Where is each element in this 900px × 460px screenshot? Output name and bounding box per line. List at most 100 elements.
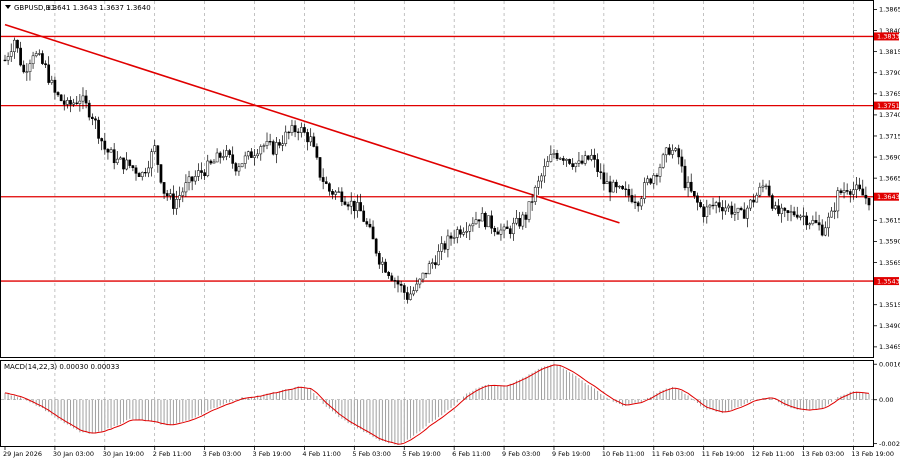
macd-tick-label: 0.00 (879, 396, 893, 404)
candle-body (452, 237, 456, 239)
candle-body (721, 207, 724, 212)
candle-body (561, 158, 565, 161)
candle-body (817, 222, 821, 226)
candle-body (125, 159, 128, 170)
candle-body (599, 171, 603, 173)
candle-body (75, 102, 79, 104)
candle-body (618, 185, 621, 188)
support-resistance-levels[interactable] (1, 35, 873, 282)
candle-body (689, 181, 693, 192)
candle-body (758, 186, 762, 196)
candle-body (649, 178, 653, 184)
price-axis[interactable]: 1.38651.38401.38151.37901.37651.37401.37… (873, 6, 900, 351)
candle-body (50, 79, 54, 83)
candle-body (365, 221, 369, 225)
level-badge (874, 32, 899, 41)
candle-body (493, 227, 497, 233)
candle-body (512, 222, 515, 235)
time-axis[interactable]: 29 Jan 2026 30 Jan 03:00 30 Jan 19:00 2 Feb… (3, 446, 894, 458)
candle-body (680, 156, 684, 167)
candle-body (412, 290, 415, 295)
time-tick-label: 13 Feb 03:00 (801, 450, 844, 458)
candle-body (119, 157, 122, 160)
candle-body (443, 243, 447, 250)
macd-signal-line (4, 364, 870, 445)
candle-body (789, 211, 793, 213)
candle-body (636, 202, 640, 207)
candle-body (705, 206, 709, 218)
candle-body (334, 191, 337, 195)
candle-body (852, 189, 855, 195)
candle-body (165, 193, 169, 197)
candle-body (200, 170, 203, 173)
candle-body (368, 223, 372, 228)
candle-body (499, 229, 503, 235)
price-candles (3, 37, 871, 304)
candle-body (240, 163, 244, 168)
macd-axis: 0.00165 0.00 -0.00204 (873, 361, 900, 448)
candle-body (814, 220, 818, 223)
level-badge (874, 192, 899, 201)
candle-body (755, 194, 759, 203)
price-tick-label: 1.3465 (879, 343, 900, 351)
candle-body (106, 148, 110, 153)
candle-body (56, 92, 60, 96)
candle-body (792, 211, 796, 216)
level-badge-label: 1.3643 (877, 193, 900, 201)
candle-body (275, 142, 278, 155)
candle-body (296, 131, 300, 133)
candle-body (284, 131, 288, 144)
time-tick-label: 30 Jan 19:00 (103, 450, 144, 458)
candle-body (172, 193, 175, 209)
time-tick-label: 2 Feb 11:00 (153, 450, 192, 458)
candle-body (633, 201, 637, 204)
candle-body (546, 161, 550, 167)
candle-body (686, 181, 690, 189)
candle-body (153, 145, 157, 152)
time-tick-label: 10 Feb 11:00 (602, 450, 645, 458)
level-badge-label: 1.3543 (877, 277, 900, 285)
candle-body (340, 191, 344, 203)
candle-body (527, 201, 531, 220)
candle-body (215, 152, 219, 163)
macd-panel-frame (0, 360, 874, 447)
candle-body (162, 182, 166, 194)
candle-body (290, 125, 294, 133)
candle-body (321, 177, 325, 182)
candle-body (315, 146, 319, 158)
candle-body (465, 231, 468, 233)
level-badge-label: 1.3833 (877, 33, 900, 41)
candle-body (724, 207, 727, 212)
candle-body (733, 212, 737, 215)
candle-body (409, 293, 412, 300)
time-tick-label: 12 Feb 11:00 (752, 450, 795, 458)
descending-trendline[interactable] (4, 23, 620, 224)
candle-body (708, 204, 712, 208)
candle-body (78, 100, 82, 104)
candle-body (187, 176, 191, 183)
candle-body (281, 143, 284, 146)
candle-body (611, 181, 615, 193)
candle-body (234, 163, 238, 172)
candle-body (9, 51, 13, 57)
candle-body (487, 215, 490, 228)
candle-body (692, 190, 696, 197)
candle-body (571, 163, 575, 168)
candle-body (558, 158, 562, 160)
price-panel-frame (0, 0, 874, 358)
candle-body (112, 149, 116, 164)
candle-body (19, 47, 22, 66)
candle-body (624, 188, 628, 190)
candle-body (742, 209, 746, 219)
candle-body (203, 172, 206, 177)
candle-body (434, 262, 437, 266)
candle-body (730, 205, 734, 215)
candle-body (783, 207, 787, 211)
candle-body (25, 71, 29, 73)
candle-body (268, 141, 272, 143)
candle-body (505, 226, 509, 229)
price-tick-label: 1.3490 (879, 322, 900, 330)
time-tick-label: 11 Feb 19:00 (702, 450, 745, 458)
price-tick-label: 1.3515 (879, 301, 900, 309)
